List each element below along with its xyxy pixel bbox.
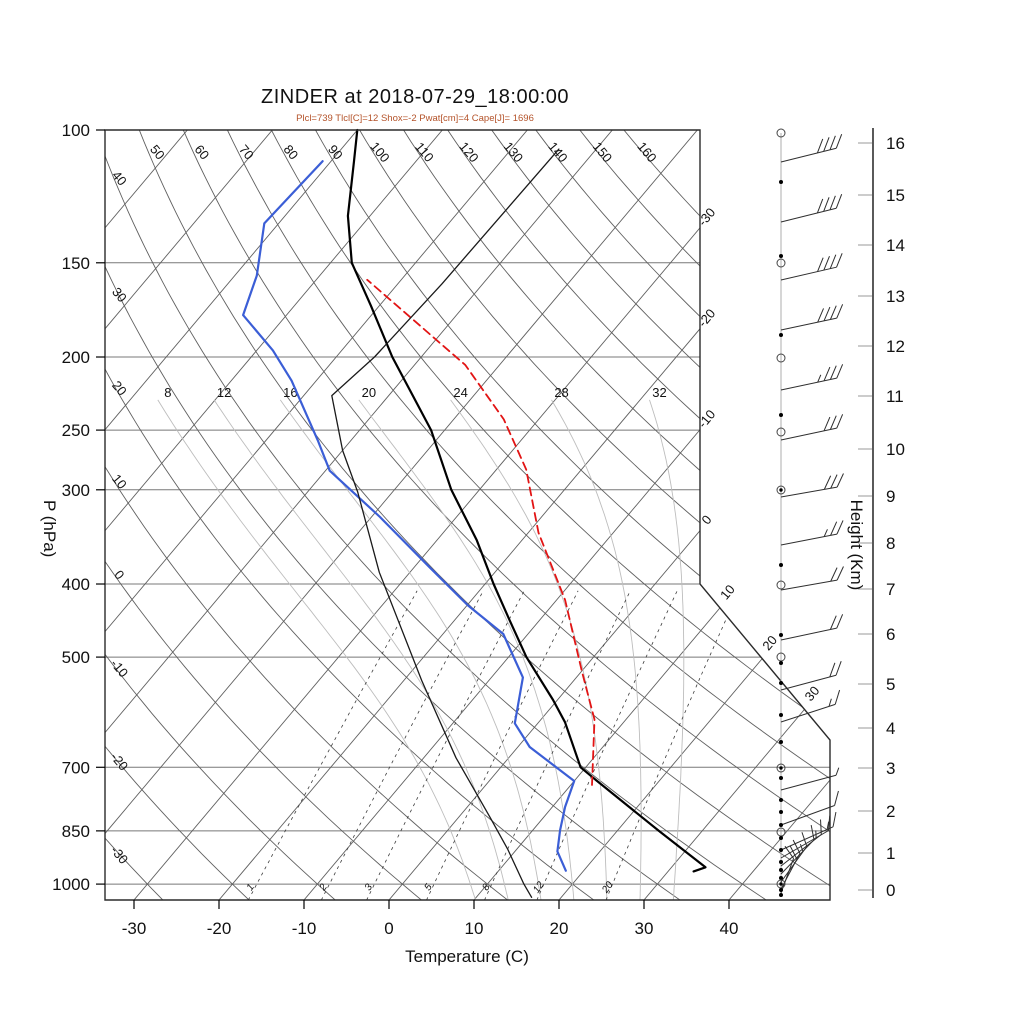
svg-text:20: 20 — [600, 879, 616, 896]
svg-text:12: 12 — [217, 385, 231, 400]
pressure-axis-title: P (hPa) — [40, 500, 59, 557]
svg-text:6: 6 — [886, 625, 895, 644]
svg-text:70: 70 — [236, 142, 257, 163]
svg-text:0: 0 — [698, 512, 714, 527]
svg-text:10: 10 — [109, 471, 130, 492]
svg-text:28: 28 — [554, 385, 568, 400]
svg-text:10: 10 — [717, 582, 738, 603]
svg-text:Height (Km): Height (Km) — [847, 500, 866, 591]
svg-text:P (hPa): P (hPa) — [40, 500, 59, 557]
svg-text:40: 40 — [720, 919, 739, 938]
svg-text:16: 16 — [886, 134, 905, 153]
svg-text:0: 0 — [886, 881, 895, 900]
svg-text:1: 1 — [245, 882, 257, 893]
svg-text:20: 20 — [550, 919, 569, 938]
svg-text:20: 20 — [759, 632, 780, 653]
temperature-axis: -30 -20 -10 0 10 20 30 40 — [122, 900, 739, 938]
svg-text:32: 32 — [652, 385, 666, 400]
svg-text:24: 24 — [453, 385, 467, 400]
svg-text:20: 20 — [109, 378, 130, 399]
mixing-ratio-lines — [247, 590, 740, 900]
svg-text:60: 60 — [192, 142, 213, 163]
svg-text:30: 30 — [109, 284, 130, 305]
temperature-axis-title: Temperature (C) — [405, 947, 529, 966]
svg-text:10: 10 — [465, 919, 484, 938]
aux-profile-line — [331, 148, 560, 898]
svg-text:100: 100 — [62, 121, 90, 140]
svg-text:-20: -20 — [207, 919, 232, 938]
height-axis-title: Height (Km) — [847, 500, 866, 591]
svg-text:1: 1 — [886, 844, 895, 863]
svg-text:160: 160 — [634, 139, 659, 165]
svg-text:11: 11 — [886, 387, 904, 406]
svg-text:3: 3 — [886, 759, 895, 778]
svg-text:-10: -10 — [292, 919, 317, 938]
svg-text:15: 15 — [886, 186, 905, 205]
svg-text:150: 150 — [62, 254, 90, 273]
svg-text:9: 9 — [886, 487, 895, 506]
svg-text:10: 10 — [886, 440, 905, 459]
svg-text:20: 20 — [362, 385, 376, 400]
svg-text:2: 2 — [886, 802, 895, 821]
svg-text:400: 400 — [62, 575, 90, 594]
svg-text:-30: -30 — [122, 919, 147, 938]
svg-text:13: 13 — [886, 287, 905, 306]
svg-text:12: 12 — [531, 879, 547, 895]
svg-text:40: 40 — [109, 168, 130, 189]
svg-text:5: 5 — [423, 882, 435, 893]
svg-text:700: 700 — [62, 758, 90, 777]
svg-text:30: 30 — [802, 683, 823, 704]
mixing-ratio-labels: 1 2 3 5 8 12 20 — [245, 879, 616, 896]
svg-text:7: 7 — [886, 580, 895, 599]
svg-text:250: 250 — [62, 421, 90, 440]
plot-boundary — [104, 129, 831, 901]
svg-text:30: 30 — [635, 919, 654, 938]
svg-text:Temperature (C): Temperature (C) — [405, 947, 529, 966]
svg-text:1000: 1000 — [52, 875, 90, 894]
svg-text:8: 8 — [480, 882, 492, 893]
wind-barbs — [776, 128, 844, 897]
svg-text:850: 850 — [62, 822, 90, 841]
svg-text:90: 90 — [325, 142, 346, 163]
moist-adiabat-lines — [157, 399, 685, 900]
isotherm-labels: -30 -20 -10 0 10 20 30 — [695, 205, 823, 704]
dewpoint-curve — [242, 160, 576, 872]
svg-text:80: 80 — [281, 142, 302, 163]
svg-text:-20: -20 — [108, 749, 132, 773]
svg-text:0: 0 — [111, 567, 127, 582]
temperature-curve — [346, 128, 707, 873]
svg-text:14: 14 — [886, 236, 905, 255]
pressure-axis: 100 150 200 250 300 400 500 700 850 1000 — [52, 121, 105, 894]
moist-adiabat-labels: 8 12 16 20 24 28 32 — [164, 385, 667, 400]
svg-text:8: 8 — [164, 385, 171, 400]
svg-text:50: 50 — [147, 142, 168, 163]
svg-text:130: 130 — [501, 139, 526, 165]
svg-text:-30: -30 — [695, 205, 719, 229]
svg-text:-10: -10 — [108, 656, 132, 680]
svg-text:300: 300 — [62, 481, 90, 500]
svg-text:4: 4 — [886, 719, 895, 738]
svg-text:-10: -10 — [695, 407, 719, 431]
svg-text:0: 0 — [384, 919, 393, 938]
svg-text:120: 120 — [456, 139, 481, 165]
svg-text:12: 12 — [886, 337, 905, 356]
svg-text:100: 100 — [367, 139, 392, 165]
svg-text:3: 3 — [363, 882, 375, 893]
svg-text:150: 150 — [590, 139, 615, 165]
svg-text:-20: -20 — [695, 306, 719, 330]
svg-text:200: 200 — [62, 348, 90, 367]
svg-text:500: 500 — [62, 648, 90, 667]
parcel-curve — [366, 278, 596, 786]
svg-text:2: 2 — [317, 882, 330, 894]
svg-text:5: 5 — [886, 675, 895, 694]
svg-text:8: 8 — [886, 534, 895, 553]
pressure-gridlines — [105, 262, 830, 885]
